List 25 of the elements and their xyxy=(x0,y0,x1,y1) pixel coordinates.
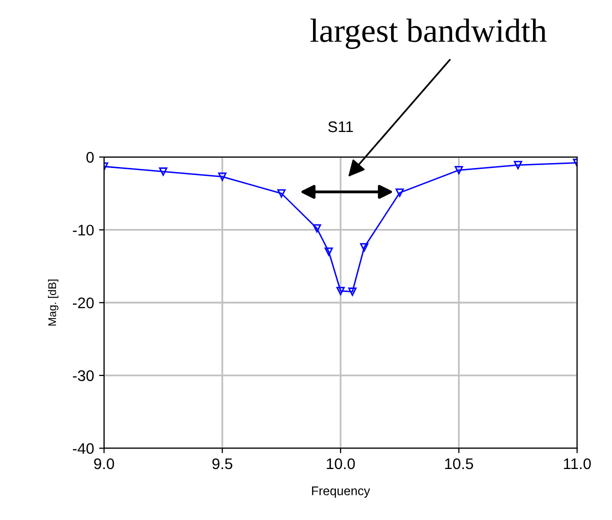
point xyxy=(312,224,322,233)
y-axis-title: Mag. [dB] xyxy=(48,280,58,326)
point xyxy=(336,286,345,296)
x-axis-title: Frequency xyxy=(312,486,370,498)
chart-title: S11 xyxy=(328,121,353,132)
y-tick-label: -10 xyxy=(72,224,94,236)
text: largest bandwidth xyxy=(310,18,547,49)
point xyxy=(348,288,357,296)
y-tick-label: -40 xyxy=(72,443,94,454)
point xyxy=(218,172,226,181)
x-tick-label: 9.0 xyxy=(94,458,114,470)
point xyxy=(396,188,404,197)
point xyxy=(159,167,168,176)
y-tick-label: -30 xyxy=(72,370,94,382)
x-tick-label: 10.0 xyxy=(326,458,355,470)
point xyxy=(454,166,464,174)
x-tick-label: 9.5 xyxy=(212,458,232,470)
x-tick-label: 11.0 xyxy=(564,458,591,470)
point xyxy=(277,189,286,198)
y-tick-label: 0 xyxy=(86,152,94,163)
point xyxy=(324,248,333,256)
point xyxy=(514,160,522,170)
point xyxy=(360,243,368,252)
x-tick-label: 10.5 xyxy=(445,458,474,470)
y-tick-label: -20 xyxy=(72,298,94,308)
